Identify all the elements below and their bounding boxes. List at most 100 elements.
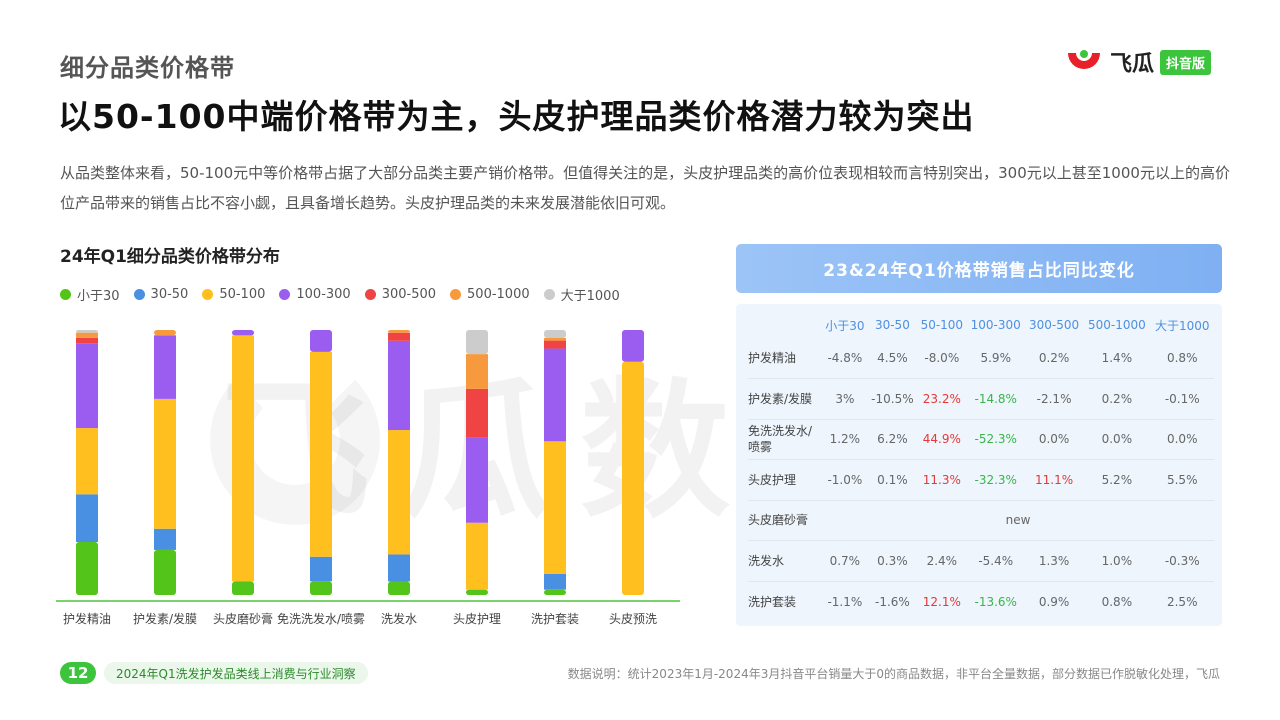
bar-segment (154, 528, 176, 550)
legend-item: 小于30 (60, 285, 120, 304)
x-tick-label: 洗护套装 (531, 612, 579, 626)
table-cell: 0.8% (1150, 338, 1214, 379)
legend-label: 小于30 (77, 289, 120, 304)
legend-item: 50-100 (202, 285, 265, 304)
bar-segment (466, 437, 488, 523)
bar-segment (466, 354, 488, 389)
bar-segment (466, 330, 488, 355)
table-cell: -0.3% (1150, 540, 1214, 582)
table-cell: 6.2% (867, 419, 918, 460)
table-row: 头皮磨砂膏 new (748, 500, 1214, 541)
bar-segment (544, 589, 566, 595)
table-title: 23&24年Q1价格带销售占比同比变化 (736, 244, 1222, 293)
legend-label: 300-500 (381, 287, 437, 302)
x-tick-label: 护发精油 (63, 611, 111, 626)
table-cell: 0.0% (1083, 419, 1151, 460)
legend-item: 大于1000 (543, 285, 620, 304)
bar-segment (466, 522, 488, 590)
table-cell: 12.1% (922, 594, 961, 609)
table-cell: 2.5% (1166, 594, 1198, 609)
bar-segment (388, 340, 410, 431)
page-title: 以50-100中端价格带为主，头皮护理品类价格潜力较为突出 (58, 97, 975, 136)
description-paragraph: 从品类整体来看，50-100元中等价格带占据了大部分品类主要产销价格带。但值得关… (60, 164, 1230, 212)
table-row: 洗发水 0.7% 0.3% 2.4% -5.4% 1.3% 1.0% -0.3% (748, 540, 1214, 582)
table-row: 头皮护理 -1.0% 0.1% 11.3% -32.3% 11.1% 5.2% 5.5% (748, 459, 1214, 501)
brand-logo: 飞瓜 抖音版 (1064, 46, 1212, 78)
bar-segment (388, 330, 410, 333)
legend-item: 300-500 (364, 285, 437, 304)
legend-dot-icon (202, 289, 214, 300)
legend-dot-icon (133, 289, 145, 300)
legend-label: 100-300 (296, 287, 351, 302)
table-cell: 0.1% (867, 459, 918, 501)
table-cell: -0.1% (1150, 378, 1214, 420)
bar-segment (466, 388, 488, 438)
bar-segment (544, 348, 566, 442)
legend-dot-icon (364, 289, 376, 300)
legend-label: 500-1000 (467, 287, 530, 302)
table-cell: -1.6% (874, 594, 910, 609)
stacked-bar-chart: 护发精油 护发素/发膜 头皮磨砂膏 免洗洗发水/喷雾 洗发水 头皮护理 洗护套装 头皮预洗 (56, 330, 680, 626)
table-cell: 5.5% (1150, 459, 1214, 501)
x-tick-label: 免洗洗发水/喷雾 (277, 611, 365, 626)
bar-segment (76, 494, 98, 542)
bar-segment (154, 398, 176, 529)
data-note: 数据说明：统计2023年1月-2024年3月抖音平台销量大于0的商品数据，非平台… (567, 667, 1220, 681)
table-cell: -13.6% (974, 594, 1017, 609)
table-column-header: 500-1000 (1087, 318, 1146, 332)
bar-segment (154, 335, 176, 399)
yoy-change-table: 小于30 30-50 50-100 100-300 300-500 500-1000 大于1… (748, 312, 1214, 622)
page-number: 12 (60, 662, 96, 684)
logo-text: 飞瓜 (1110, 52, 1155, 77)
bar-segment (76, 343, 98, 429)
table-cell: new (822, 500, 1214, 541)
table-column-header: 小于30 (825, 318, 865, 333)
bar-segment (310, 330, 332, 352)
table-body: 小于30 30-50 50-100 100-300 300-500 500-1000 大于1… (736, 304, 1222, 626)
table-cell: 23.2% (917, 378, 967, 420)
bar-segment (388, 581, 410, 595)
bar-segment (388, 332, 410, 341)
table-cell: 1.0% (1083, 540, 1151, 582)
table-cell: 4.5% (867, 338, 918, 379)
table-row: 护发精油 -4.8% 4.5% -8.0% 5.9% 0.2% 1.4% 0.8% (748, 338, 1214, 379)
x-tick-label: 护发素/发膜 (133, 611, 197, 626)
table-row: 洗护套装 -1.1% -1.6% 12.1% -13.6% 0.9% 0.8% 2.5% (748, 581, 1214, 622)
bar-segment (544, 337, 566, 341)
row-label: 洗发水 (748, 540, 822, 582)
table-cell: 5.9% (966, 338, 1025, 379)
table-cell: -52.3% (966, 419, 1025, 460)
table-cell: 1.3% (1024, 540, 1084, 582)
table-row: 免洗洗发水/喷雾 1.2% 6.2% 44.9% -52.3% 0.0% 0.0% 0.0% (748, 419, 1214, 460)
bar-segment (310, 351, 332, 557)
table-cell: 3% (822, 378, 868, 420)
table-cell: -1.0% (822, 459, 868, 501)
legend-item: 500-1000 (450, 285, 530, 304)
yoy-change-card: 23&24年Q1价格带销售占比同比变化 小于30 30-50 50-100 100-3… (736, 244, 1222, 626)
x-tick-label: 头皮预洗 (609, 612, 657, 626)
bar-segment (388, 430, 410, 555)
table-cell: 0.3% (867, 540, 918, 582)
table-cell: 11.3% (917, 459, 967, 501)
table-row: 护发素/发膜 3% -10.5% 23.2% -14.8% -2.1% 0.2% -0.1% (748, 378, 1214, 420)
table-cell: 0.2% (1024, 338, 1084, 379)
bar-segment (232, 335, 254, 582)
table-cell: 5.2% (1083, 459, 1151, 501)
bar-segment (76, 330, 98, 333)
legend-label: 30-50 (150, 287, 189, 302)
table-column-header: 300-500 (1029, 318, 1080, 332)
bar-segment (622, 361, 644, 595)
table-cell: 0.0% (1024, 419, 1084, 460)
bar-segment (76, 542, 98, 595)
table-cell: -32.3% (966, 459, 1025, 501)
bar-segment (154, 549, 176, 595)
table-cell: 0.0% (1150, 419, 1214, 460)
legend-dot-icon (279, 289, 291, 300)
table-cell: -14.8% (966, 378, 1025, 420)
table-cell: -4.8% (822, 338, 868, 379)
row-label: 免洗洗发水/喷雾 (748, 419, 822, 460)
table-column-header: 大于1000 (1154, 318, 1210, 333)
legend-dot-icon (450, 289, 462, 300)
table-cell: -5.4% (966, 540, 1025, 582)
table-cell: 0.9% (1038, 594, 1070, 609)
